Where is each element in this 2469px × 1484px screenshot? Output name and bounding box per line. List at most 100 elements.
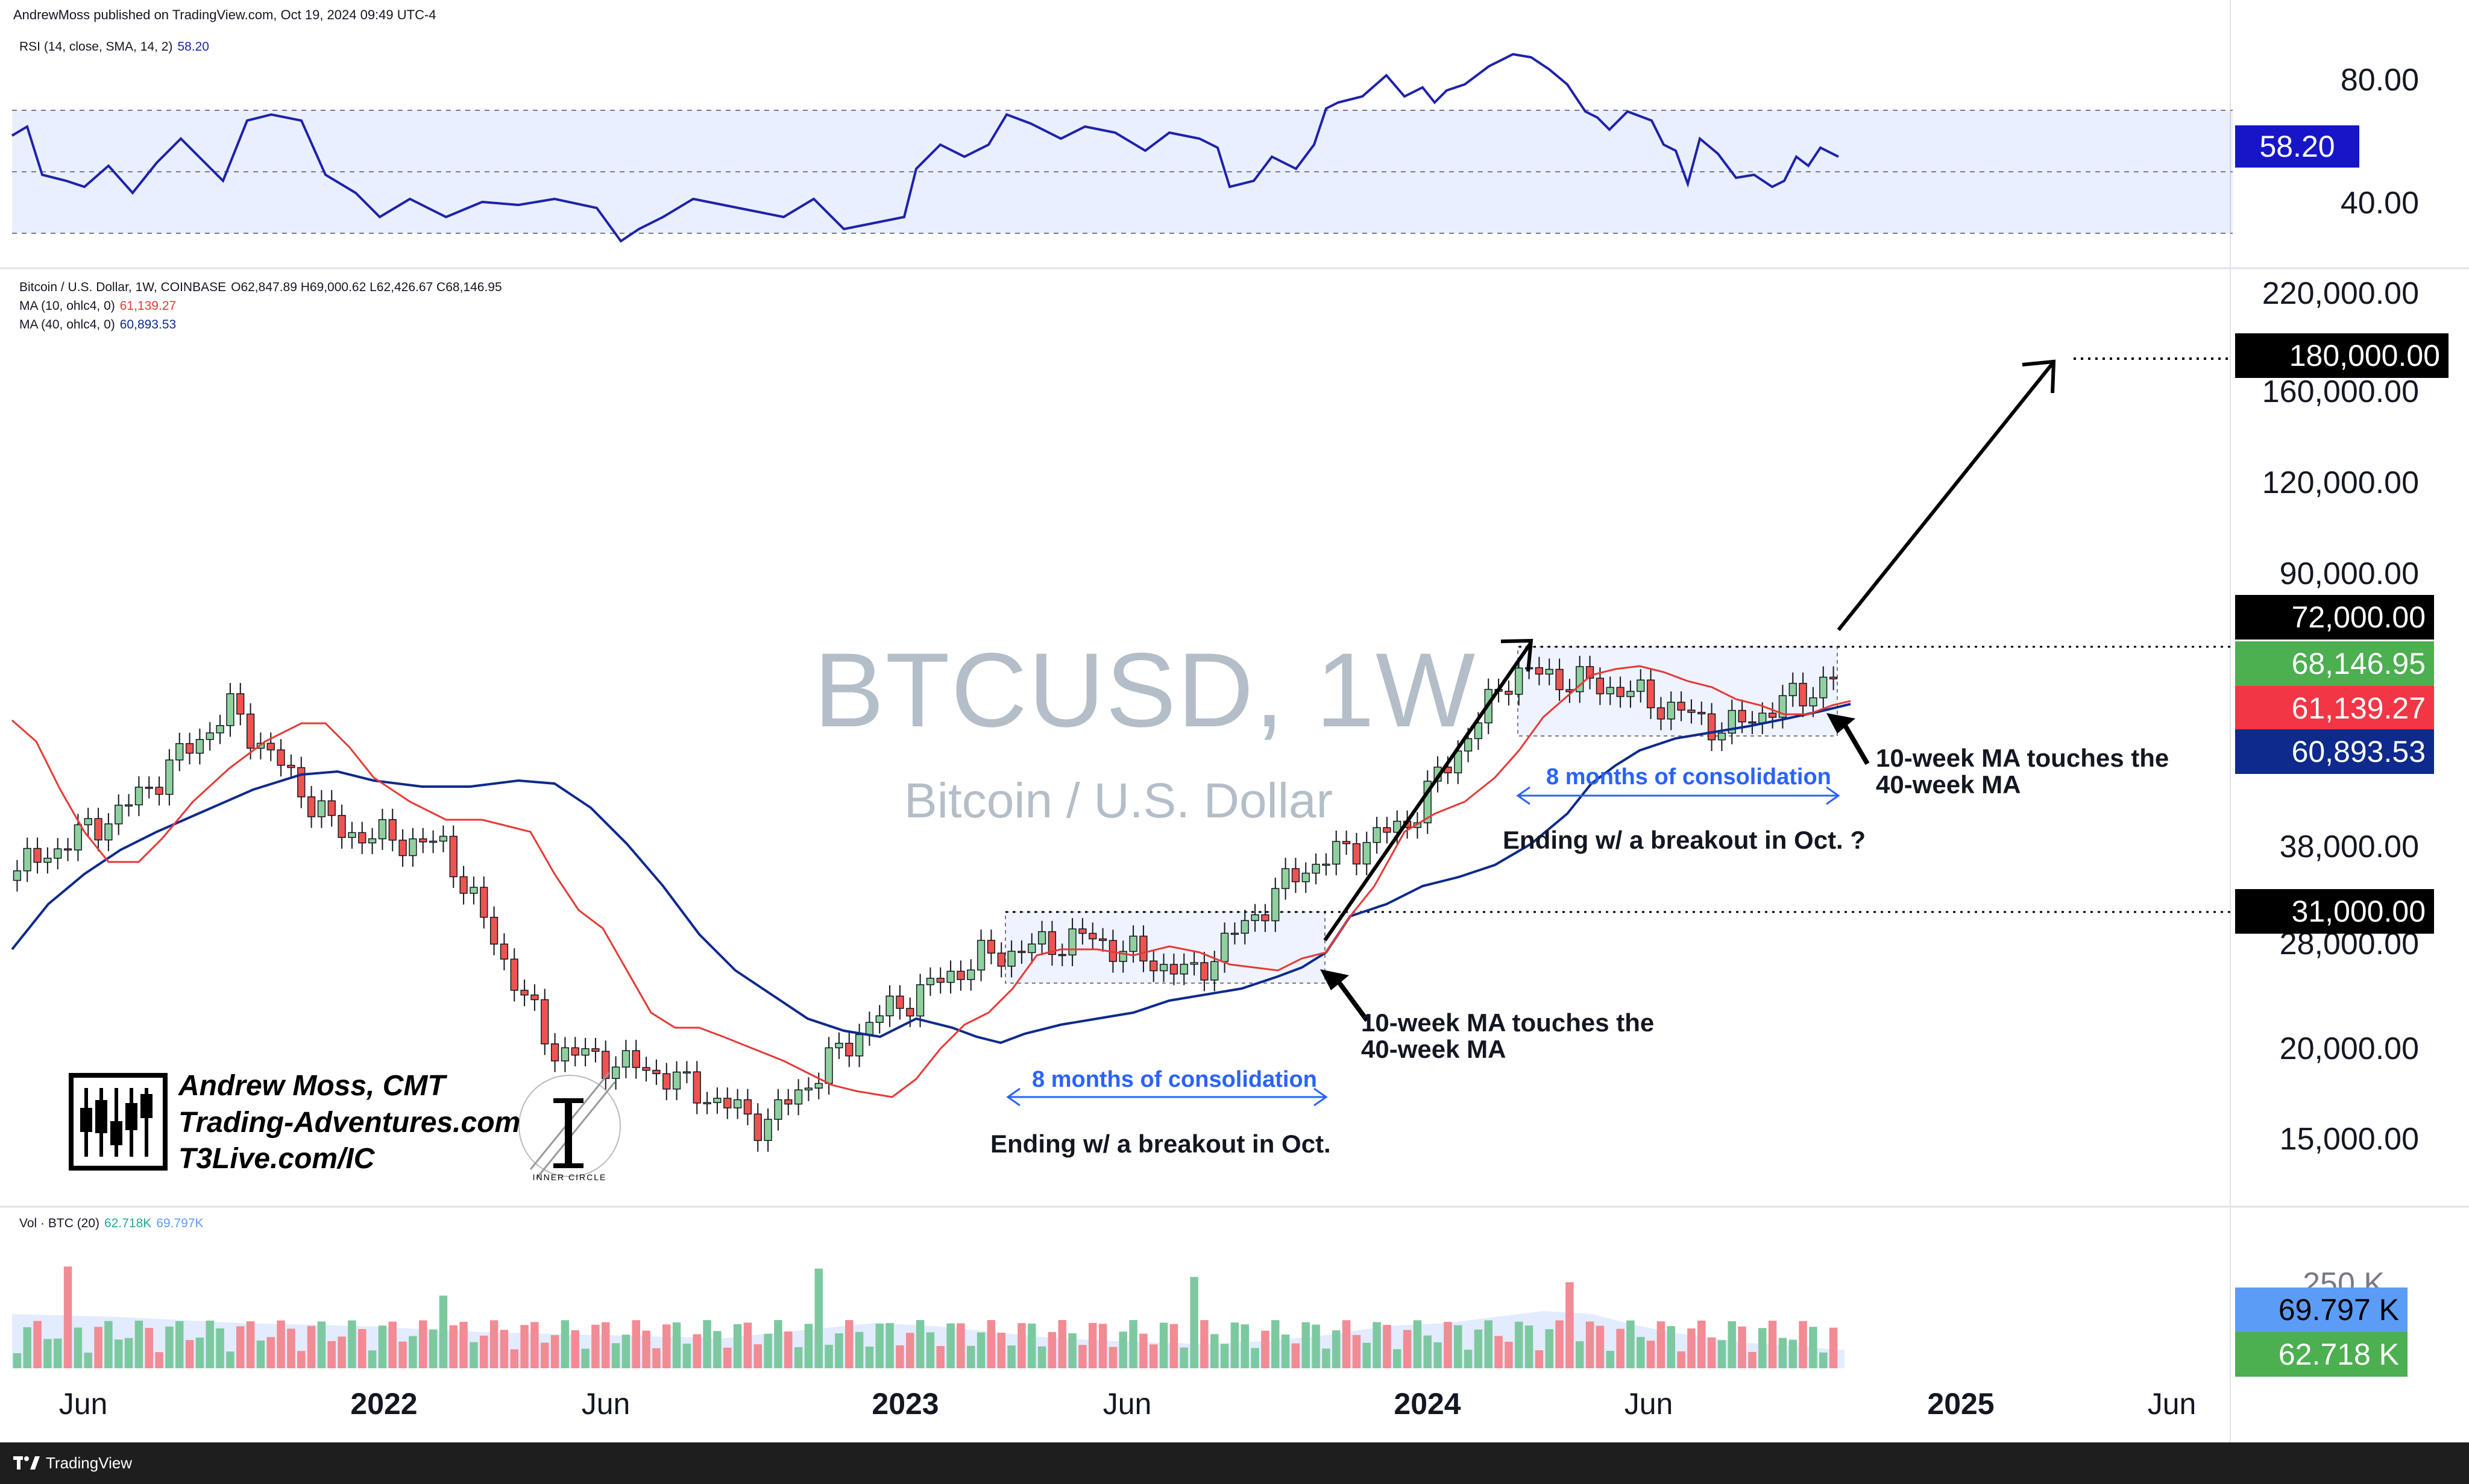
- candle: [1220, 932, 1229, 963]
- volume-bar: [439, 1295, 448, 1368]
- volume-bar: [165, 1326, 174, 1368]
- volume-legend: Vol · BTC (20) 62.718K 69.797K: [19, 1216, 204, 1231]
- volume-bar: [1474, 1329, 1483, 1368]
- candle: [1606, 687, 1614, 694]
- volume-bar: [1616, 1328, 1625, 1368]
- candle: [84, 818, 92, 826]
- price-axis-label: 220,000.00: [2262, 276, 2419, 311]
- volume-bar: [703, 1320, 711, 1368]
- time-label: Jun: [1624, 1387, 1673, 1421]
- volume-legend-label: Vol · BTC (20): [19, 1216, 100, 1230]
- publish-info: AndrewMoss published on TradingView.com,…: [13, 7, 436, 22]
- candle: [1210, 961, 1219, 981]
- candle: [1778, 695, 1787, 718]
- volume-bar: [845, 1320, 854, 1368]
- volume-bar: [530, 1322, 539, 1368]
- candle: [885, 995, 894, 1017]
- volume-bar: [266, 1337, 275, 1368]
- candle: [1098, 938, 1107, 942]
- volume-bar: [693, 1334, 701, 1368]
- target-price-tag: 180,000.00: [2235, 333, 2449, 378]
- volume-bar: [784, 1331, 793, 1368]
- volume-bar: [723, 1347, 732, 1368]
- candle: [348, 832, 356, 838]
- volume-bar: [1129, 1320, 1137, 1368]
- volume-bar: [1007, 1345, 1016, 1368]
- candle: [1687, 709, 1696, 713]
- volume-bar: [774, 1320, 782, 1368]
- candle: [287, 764, 295, 769]
- rsi-axis-40: 40.00: [2340, 186, 2419, 221]
- candle: [774, 1099, 782, 1120]
- volume-bar: [1271, 1320, 1280, 1368]
- volume-bar: [287, 1328, 295, 1368]
- ma40-line: [11, 703, 1851, 1045]
- annotation-touch-2-line1: 10-week MA touches the: [1876, 744, 2169, 772]
- candle: [489, 916, 499, 945]
- volume-value-tag: 62.718 K: [2235, 1332, 2408, 1377]
- time-label: Jun: [2147, 1387, 2197, 1421]
- price-axis-label: 38,000.00: [2279, 829, 2419, 864]
- pointer-arrow-1: [1320, 969, 1370, 1022]
- candle: [865, 1022, 874, 1036]
- volume-bar: [145, 1328, 153, 1368]
- brand-site-2: T3Live.com/IC: [178, 1143, 375, 1175]
- volume-bar: [571, 1330, 579, 1368]
- time-label: 2024: [1394, 1387, 1461, 1421]
- volume-bar: [1312, 1324, 1320, 1368]
- volume-bar: [987, 1320, 996, 1368]
- candle: [124, 804, 133, 807]
- candle: [804, 1087, 813, 1090]
- candle: [1342, 841, 1351, 844]
- candle: [662, 1073, 671, 1090]
- volume-bar: [1494, 1336, 1503, 1368]
- volume-legend-value1: 62.718K: [104, 1216, 152, 1230]
- candle: [226, 693, 234, 726]
- candle: [1058, 954, 1066, 957]
- time-label: Jun: [58, 1387, 108, 1421]
- candle: [733, 1099, 742, 1108]
- volume-bar: [1585, 1321, 1594, 1368]
- candle: [134, 787, 143, 806]
- candle: [652, 1069, 661, 1075]
- volume-bar: [642, 1330, 650, 1368]
- volume-bar: [327, 1341, 336, 1368]
- candle: [957, 970, 965, 980]
- time-label: Jun: [581, 1387, 631, 1421]
- candle: [1068, 928, 1077, 956]
- breakout-label-2: Ending w/ a breakout in Oct. ?: [1503, 826, 1866, 854]
- volume-bar: [1728, 1321, 1736, 1368]
- brand-site: Trading-Adventures.com: [178, 1107, 521, 1139]
- volume-bar: [1596, 1325, 1605, 1368]
- volume-bar: [1809, 1327, 1817, 1368]
- candle: [713, 1098, 722, 1103]
- volume-bar: [743, 1322, 752, 1368]
- candle: [845, 1043, 854, 1057]
- volume-bar: [1515, 1321, 1523, 1368]
- candles: [13, 655, 1838, 1152]
- candle: [1697, 712, 1706, 715]
- volume-bar: [967, 1345, 975, 1368]
- volume-bar: [1119, 1332, 1127, 1368]
- volume-bar: [1758, 1328, 1767, 1368]
- candle: [1637, 679, 1645, 692]
- candle: [1291, 868, 1300, 882]
- rsi-legend-value: 58.20: [177, 40, 209, 54]
- volume-bar: [1190, 1277, 1198, 1368]
- rsi-value-tag: 58.20: [2235, 125, 2359, 168]
- candle: [266, 743, 275, 750]
- footer-brand[interactable]: TradingView: [46, 1454, 133, 1472]
- volume-bar: [1200, 1320, 1209, 1368]
- annotation-touch-2: 10-week MA touches the 40-week MA: [1876, 745, 2169, 798]
- candle: [1717, 732, 1726, 741]
- candle: [54, 848, 62, 859]
- volume-bar: [307, 1325, 316, 1368]
- volume-bar: [1332, 1330, 1341, 1368]
- watermark-symbol: BTCUSD, 1W: [814, 632, 1477, 749]
- tradingview-logo-icon[interactable]: [13, 1454, 41, 1471]
- volume-bar: [1637, 1336, 1645, 1368]
- volume-bar: [1576, 1341, 1584, 1368]
- candle: [835, 1043, 843, 1049]
- candle: [550, 1043, 559, 1061]
- volume-bar: [429, 1329, 438, 1368]
